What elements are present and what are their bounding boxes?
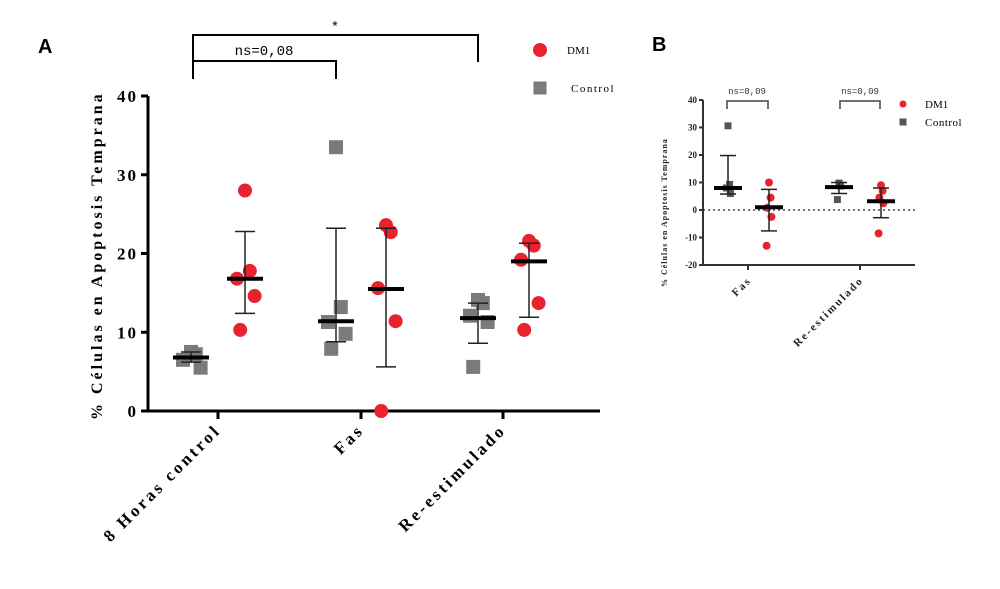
dm1-point [242, 263, 257, 278]
panel-b-x-ticks: Fas Re-estimulado [703, 264, 915, 350]
significance-label: ns=0,09 [841, 87, 879, 97]
y-tick-label: -20 [685, 260, 697, 270]
control-point [463, 308, 477, 323]
significance-bracket [726, 100, 769, 109]
dm1-point [238, 183, 252, 198]
panel-a-y-ticks: 0 10 20 30 40 [117, 87, 150, 421]
control-point [466, 359, 481, 374]
panel-a-legend: DM1 Control [533, 43, 615, 95]
legend-control-label: Control [571, 83, 615, 95]
x-category-label: Re-estimulado [395, 420, 510, 535]
y-tick-label: -10 [685, 233, 697, 243]
dm1-point [766, 193, 775, 202]
dm1-point [233, 322, 248, 337]
significance-label: * [331, 20, 339, 36]
x-category-label: 8 Horas control [100, 420, 225, 545]
significance-bracket [839, 100, 881, 109]
dm1-point [374, 404, 389, 418]
panel-b: B % Células en Apoptosis Temprana -20 -10… [652, 34, 962, 349]
panel-b-letter: B [652, 34, 666, 56]
dm1-point [247, 289, 262, 304]
panel-b-legend: DM1 Control [899, 99, 962, 129]
panel-a-y-axis-label: % Células en Apoptosis Temprana [89, 91, 106, 420]
dm1-point [388, 314, 403, 329]
control-point [329, 140, 343, 155]
significance-label: ns=0,09 [728, 87, 766, 97]
control-point [193, 360, 208, 375]
dm1-point [762, 241, 771, 250]
significance-bracket [192, 34, 479, 62]
x-category-label: Fas [330, 420, 368, 458]
significance-bracket [192, 60, 337, 79]
legend-dm1-marker [899, 100, 907, 108]
y-tick-label: 20 [117, 245, 138, 264]
y-tick-label: 30 [117, 166, 138, 185]
dm1-point [765, 178, 773, 187]
dm1-point [517, 322, 532, 337]
panel-b-y-axis-label: % Células en Apoptosis Temprana [660, 138, 669, 287]
panel-b-y-ticks: -20 -10 0 10 20 30 40 [685, 95, 915, 270]
legend-control-marker [533, 81, 547, 95]
panel-b-significance-brackets: ns=0,09 ns=0,09 [726, 87, 881, 109]
legend-dm1-label: DM1 [567, 45, 590, 57]
legend-dm1-marker [533, 43, 547, 57]
legend-control-label: Control [925, 117, 962, 129]
y-tick-label: 20 [688, 150, 698, 160]
x-category-label: Fas [730, 275, 754, 299]
legend-dm1-label: DM1 [925, 99, 948, 111]
control-point [324, 341, 339, 356]
panel-a-significance-brackets: ns=0,08 * [192, 20, 479, 79]
dm1-point [531, 296, 546, 311]
x-category-label: Re-estimulado [791, 275, 866, 350]
y-tick-label: 40 [117, 87, 138, 106]
control-point [724, 122, 732, 130]
y-tick-label: 0 [128, 402, 139, 421]
control-point [338, 326, 353, 341]
panel-b-data-marks [714, 122, 895, 250]
y-tick-label: 40 [688, 95, 698, 105]
panel-a-data-marks [173, 140, 547, 418]
y-tick-label: 10 [117, 323, 138, 342]
y-tick-label: 30 [688, 123, 698, 133]
dm1-point [874, 229, 883, 238]
control-point [333, 300, 348, 315]
dm1-point [526, 238, 541, 253]
significance-label: ns=0,08 [235, 44, 294, 60]
control-point [726, 180, 734, 188]
panel-a-x-ticks: 8 Horas control Fas Re-estimulado [100, 409, 600, 546]
y-tick-label: 0 [693, 205, 698, 215]
control-point [833, 196, 841, 204]
legend-control-marker [899, 118, 907, 126]
panel-a: A % Células en Apoptosis Temprana 0 10 20 3… [38, 20, 615, 546]
control-point [176, 352, 190, 367]
y-tick-label: 10 [688, 178, 698, 188]
panel-a-letter: A [38, 36, 52, 58]
